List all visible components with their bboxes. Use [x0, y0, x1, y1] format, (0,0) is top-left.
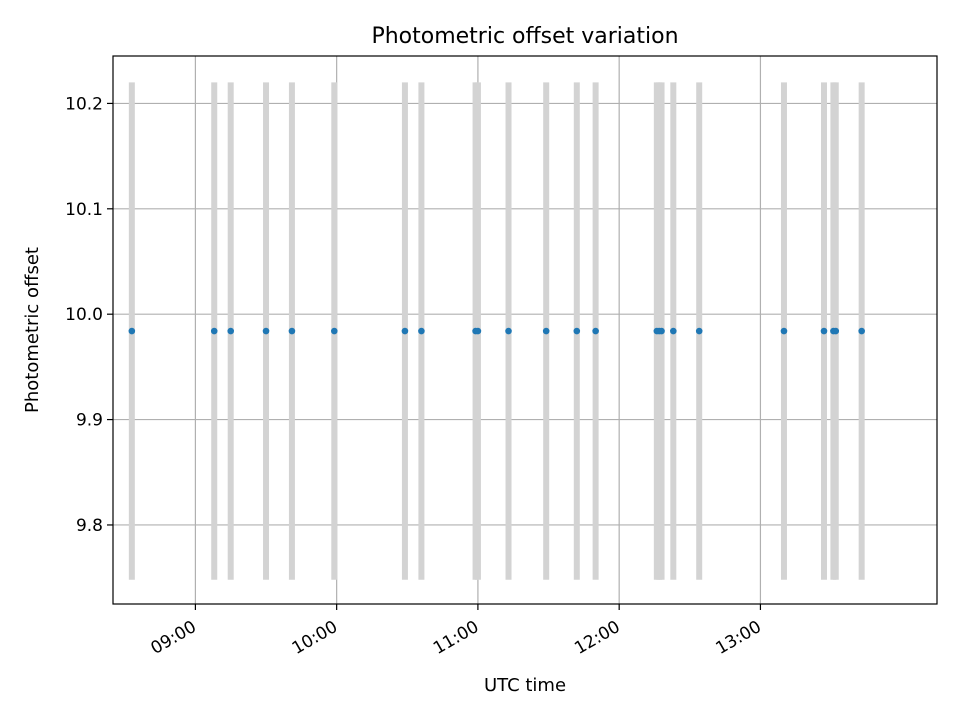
data-point	[262, 327, 270, 335]
y-tick-label: 10.2	[65, 94, 103, 114]
data-point	[227, 327, 235, 335]
data-point	[210, 327, 218, 335]
x-tick-label: 12:00	[571, 617, 623, 659]
data-point	[658, 327, 665, 335]
x-tick-label: 11:00	[430, 617, 482, 659]
data-point	[418, 327, 425, 335]
data-point	[670, 327, 677, 335]
x-tick-label: 13:00	[712, 617, 764, 659]
data-point	[820, 327, 828, 335]
data-point	[573, 327, 581, 335]
data-point	[128, 327, 136, 335]
chart-title: Photometric offset variation	[371, 24, 678, 49]
plot-frame	[112, 55, 938, 605]
error-bar-layer	[128, 82, 865, 580]
data-point	[542, 327, 550, 335]
y-tick-label: 9.8	[76, 516, 103, 536]
data-point	[401, 327, 409, 335]
data-point-layer	[128, 327, 865, 335]
data-point	[592, 327, 599, 335]
y-axis-label: Photometric offset	[22, 247, 43, 413]
y-tick-label: 10.0	[65, 305, 103, 325]
data-point	[780, 327, 788, 335]
data-point	[505, 327, 512, 335]
data-point	[858, 327, 865, 335]
data-point	[331, 327, 338, 335]
x-tick-label: 09:00	[147, 617, 199, 659]
x-tick-label: 10:00	[289, 617, 341, 659]
data-point	[288, 327, 296, 335]
x-axis-label: UTC time	[484, 675, 566, 696]
y-tick-label: 10.1	[65, 200, 103, 220]
data-point	[474, 327, 482, 335]
grid-layer	[113, 56, 937, 604]
data-point	[695, 327, 703, 335]
data-point	[832, 327, 840, 335]
y-tick-label: 9.9	[76, 411, 103, 431]
